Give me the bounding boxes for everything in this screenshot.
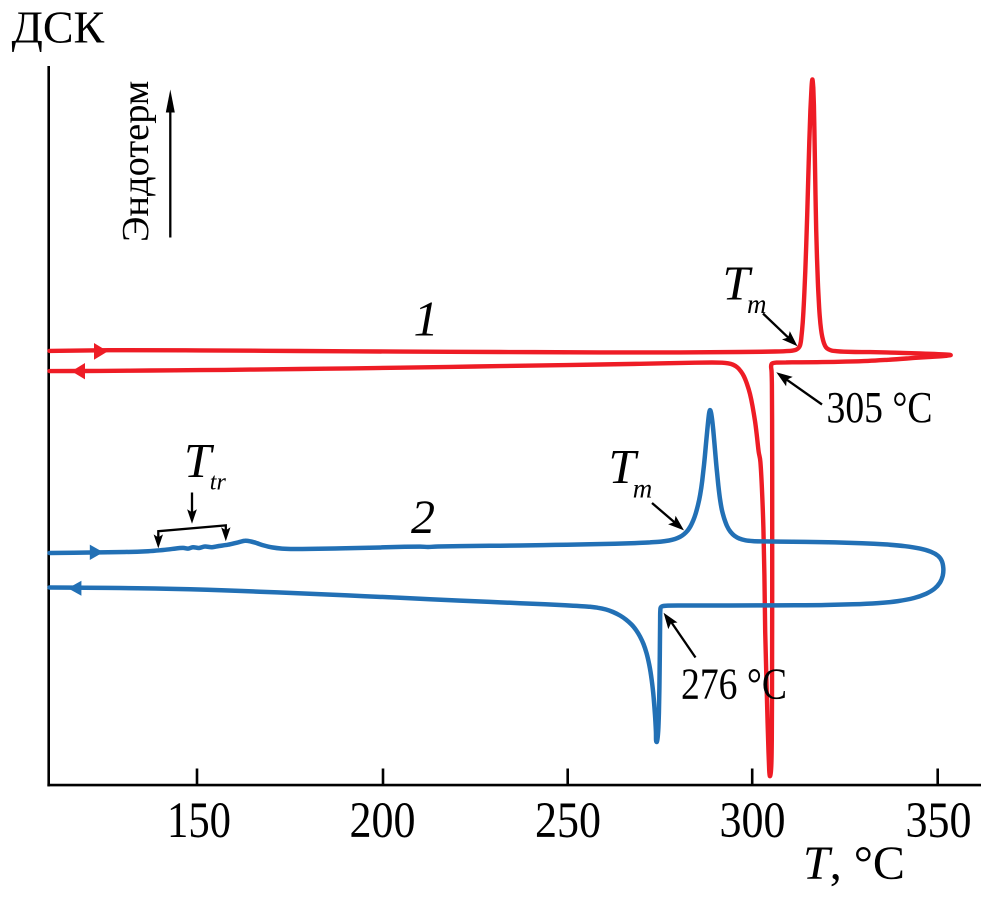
svg-text:T: T <box>184 433 215 488</box>
svg-text:276 °C: 276 °C <box>681 659 787 709</box>
svg-text:2: 2 <box>411 491 435 544</box>
svg-text:T: T <box>723 256 754 311</box>
svg-text:T, °C: T, °C <box>803 837 905 890</box>
svg-text:Эндотерм: Эндотерм <box>115 81 157 242</box>
svg-text:150: 150 <box>167 793 231 849</box>
svg-text:m: m <box>633 473 653 503</box>
svg-text:T: T <box>609 439 640 494</box>
svg-text:200: 200 <box>350 793 416 849</box>
svg-text:m: m <box>747 289 767 319</box>
svg-text:305 °C: 305 °C <box>827 382 933 432</box>
svg-text:ДСК: ДСК <box>12 2 105 53</box>
svg-text:350: 350 <box>906 793 972 849</box>
svg-text:tr: tr <box>210 469 227 495</box>
svg-text:300: 300 <box>720 793 786 849</box>
svg-text:1: 1 <box>414 291 439 347</box>
svg-text:250: 250 <box>535 793 601 849</box>
